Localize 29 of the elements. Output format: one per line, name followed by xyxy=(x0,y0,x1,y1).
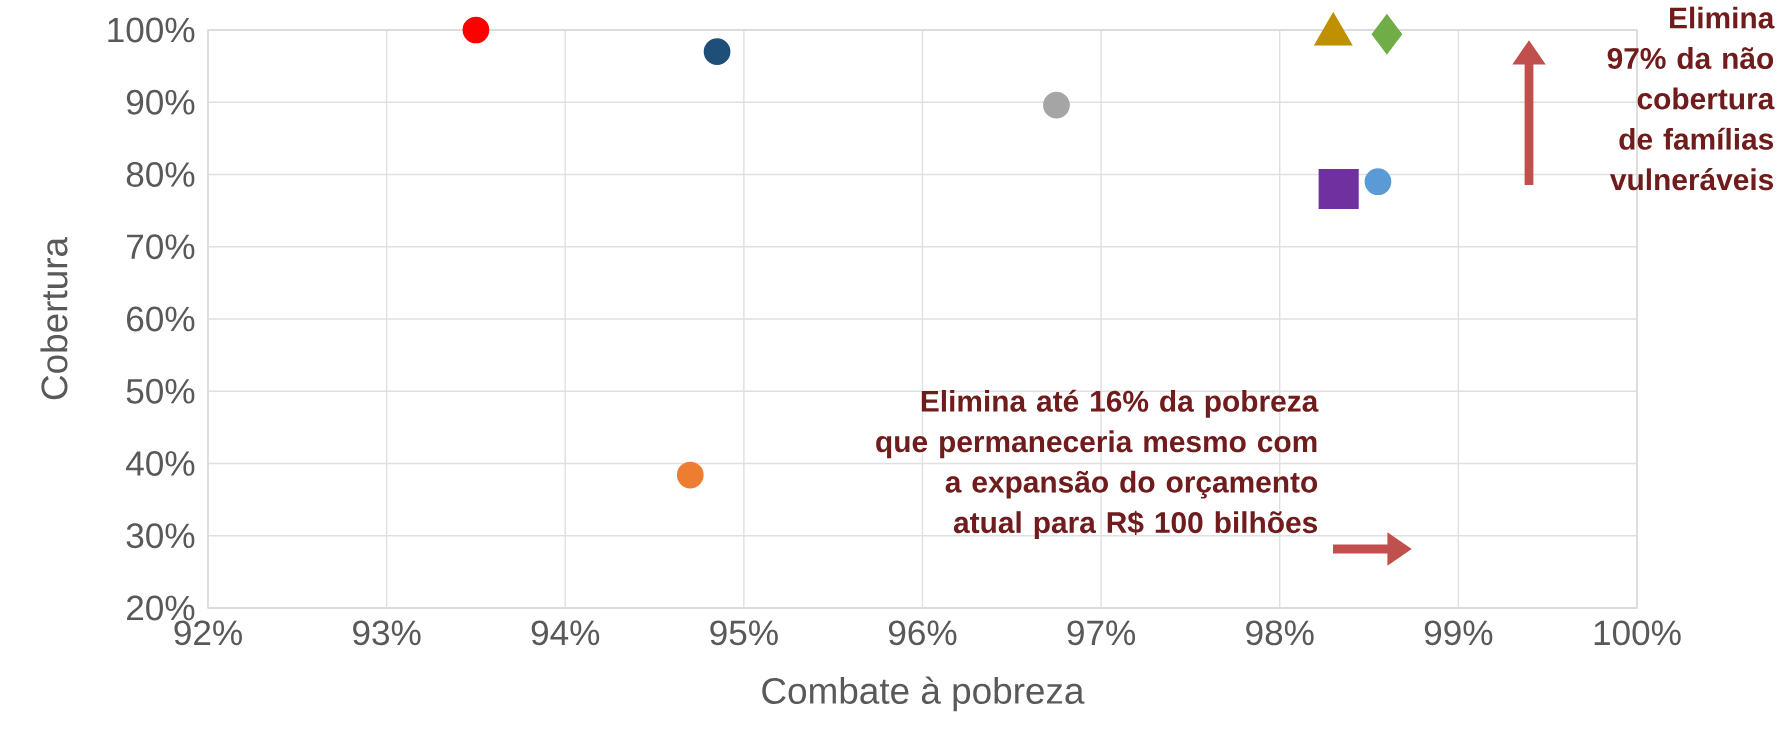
x-tick-label: 92% xyxy=(174,620,242,646)
y-tick-label: 80% xyxy=(126,162,195,187)
point xyxy=(676,461,704,489)
x-tick-label: 93% xyxy=(353,620,421,646)
y-tick-label: 30% xyxy=(126,523,195,549)
point xyxy=(703,38,731,66)
y-tick-label: 50% xyxy=(126,378,195,404)
y-tick-label: 90% xyxy=(126,89,195,115)
point xyxy=(462,16,490,44)
y-tick-label: 40% xyxy=(126,451,195,476)
point xyxy=(1364,168,1392,196)
x-tick-label: 95% xyxy=(710,620,778,646)
y-axis-title: Cobertura xyxy=(40,236,68,400)
annotation: Elimina 97% da não cobertura de famílias vulneráveis xyxy=(1607,6,1775,191)
y-tick-label: 100% xyxy=(108,17,195,43)
point xyxy=(1371,14,1403,55)
y-tick-label: 70% xyxy=(127,234,195,260)
x-tick-label: 100% xyxy=(1594,620,1681,646)
x-axis-title: Combate à pobreza xyxy=(762,676,1085,712)
x-tick-label: 99% xyxy=(1424,620,1493,646)
x-tick-label: 96% xyxy=(888,620,957,646)
point xyxy=(1318,168,1359,209)
y-tick-label: 20% xyxy=(127,595,195,621)
annotation: Elimina até 16% da pobreza que permaneceria mesmo com a expansão do orçamento atual para R$ 100 bilhões xyxy=(876,389,1319,540)
x-tick-label: 97% xyxy=(1067,620,1136,646)
point xyxy=(1043,91,1070,119)
x-tick-label: 94% xyxy=(531,620,600,646)
x-tick-label: 98% xyxy=(1246,620,1314,646)
y-tick-label: 60% xyxy=(127,306,195,332)
